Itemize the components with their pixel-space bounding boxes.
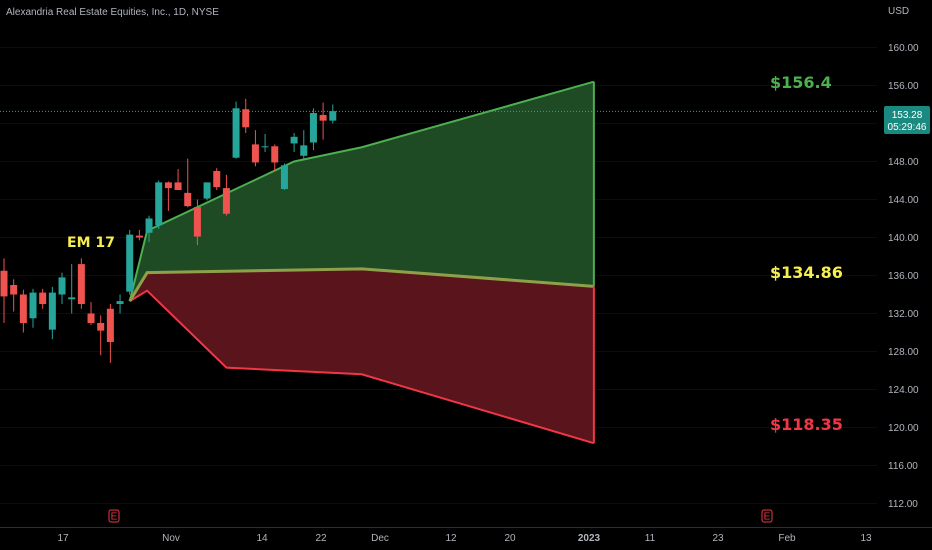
candle-body (77, 264, 85, 304)
mid-target-label: $134.86 (770, 263, 843, 282)
currency-label: USD (888, 6, 909, 17)
y-tick-label: 132.00 (888, 309, 919, 320)
y-tick-label: 148.00 (888, 157, 919, 168)
x-tick-label: 11 (645, 533, 656, 544)
lower-boundary-line (129, 289, 595, 445)
upper-boundary-line (128, 80, 595, 302)
candle-body (164, 182, 172, 189)
candle-body (261, 146, 269, 148)
candle-body (58, 277, 66, 295)
x-tick-label: 20 (504, 533, 516, 544)
x-tick-label: Dec (371, 533, 389, 544)
candle-body (10, 285, 18, 295)
candle-body (48, 292, 56, 330)
candle-body (203, 182, 211, 199)
y-tick-label: 160.00 (888, 43, 919, 54)
candle-body (300, 145, 308, 156)
candle-body (19, 294, 27, 323)
candle-body (68, 297, 76, 300)
x-tick-label: 12 (445, 533, 457, 544)
y-tick-label: 136.00 (888, 271, 919, 282)
earnings-marker[interactable]: E (764, 512, 771, 523)
lower-target-label: $118.35 (770, 415, 843, 434)
mid-line (128, 267, 594, 302)
em-label: EM 17 (67, 235, 115, 251)
lower-zone (129, 268, 594, 444)
y-tick-label: 140.00 (888, 233, 919, 244)
candle-body (193, 207, 201, 237)
upper-target-label: $156.4 (770, 73, 832, 92)
candle-body (222, 188, 230, 214)
candlesticks (0, 98, 337, 363)
candle-body (87, 313, 95, 323)
earnings-marker-box (108, 509, 120, 523)
candle-body (116, 301, 124, 304)
price-axis[interactable]: USD 160.00156.00152.00148.00144.00140.00… (877, 0, 932, 527)
x-tick-label: Feb (778, 533, 796, 544)
chart-title: Alexandria Real Estate Equities, Inc., 1… (6, 7, 219, 18)
upper-zone (129, 81, 594, 302)
expected-move-zones (128, 80, 595, 445)
x-tick-label: 14 (256, 533, 268, 544)
candle-body (242, 109, 250, 128)
y-tick-label: 144.00 (888, 195, 919, 206)
candle-body (319, 114, 327, 121)
x-tick-label: 23 (712, 533, 724, 544)
candle-body (145, 218, 153, 233)
candle-body (106, 308, 114, 342)
candle-body (184, 192, 192, 207)
candle-body (0, 270, 8, 297)
y-tick-label: 120.00 (888, 423, 919, 434)
earnings-marker[interactable]: E (111, 512, 118, 523)
y-tick-label: 156.00 (888, 81, 919, 92)
candle-body (39, 292, 47, 304)
candle-body (271, 146, 279, 163)
x-tick-label: 17 (57, 533, 69, 544)
candle-body (280, 165, 288, 190)
x-tick-label: 2023 (578, 533, 601, 544)
time-axis[interactable]: 17 Nov 14 22 Dec 12 20 2023 11 23 Feb 13 (0, 527, 932, 545)
candle-body (126, 234, 134, 292)
earnings-marker-box (761, 509, 773, 523)
candle-body (329, 111, 337, 121)
y-tick-label: 128.00 (888, 347, 919, 358)
last-price-tag-background (884, 106, 930, 134)
candle-body (29, 292, 37, 319)
candle-body (309, 113, 317, 143)
candle-body (97, 323, 105, 331)
candle-body (155, 182, 163, 226)
x-tick-label: 13 (860, 533, 872, 544)
last-price-value: 153.28 (892, 110, 923, 121)
price-axis-background (877, 0, 932, 527)
y-tick-label: 112.00 (888, 499, 918, 510)
x-tick-label: Nov (162, 533, 180, 544)
candle-body (135, 235, 143, 238)
y-tick-label: 116.00 (888, 461, 918, 472)
candle-body (251, 144, 259, 163)
x-tick-label: 22 (315, 533, 327, 544)
chart-annotations: EM 17 $156.4 $134.86 $118.35 (67, 73, 843, 434)
last-price-tag: 153.28 05:29:46 (884, 106, 930, 134)
candle-body (290, 136, 298, 144)
candle-body (213, 171, 221, 188)
y-tick-label: 124.00 (888, 385, 919, 396)
candle-body (174, 182, 182, 190)
last-price-countdown: 05:29:46 (888, 122, 927, 133)
candle-body (232, 108, 240, 158)
